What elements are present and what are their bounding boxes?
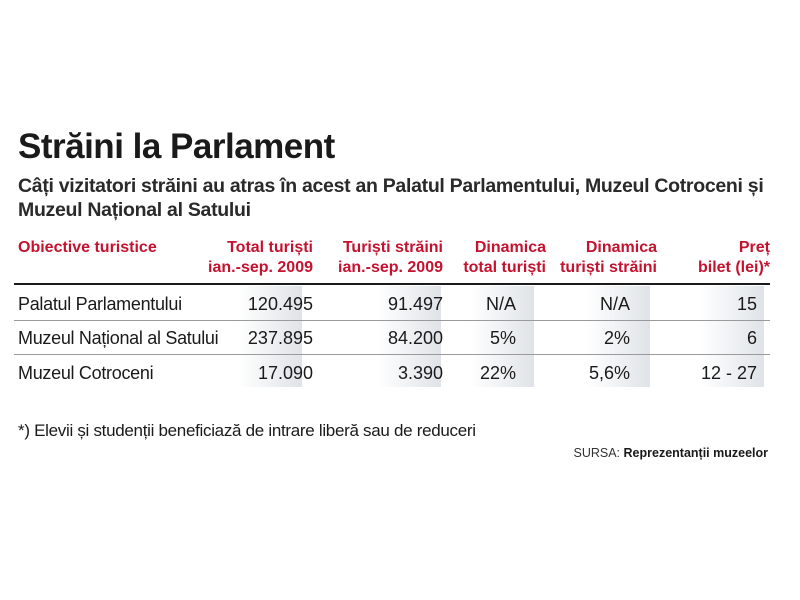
table-cell: 22%	[479, 363, 516, 383]
source-line: SURSA: Reprezentanții muzeelor	[573, 446, 768, 460]
table-cell: Muzeul Național al Satului	[18, 328, 219, 348]
column-shade	[470, 286, 534, 387]
table-cell: N/A	[599, 294, 630, 314]
source-label: SURSA:	[573, 446, 621, 460]
table-cell: 237.895	[247, 328, 313, 348]
page-title: Străini la Parlament	[18, 127, 335, 166]
column-header-dynamic-total: Dinamica total turiști	[463, 239, 546, 276]
page-subtitle: Câți vizitatori străini au atras în aces…	[18, 175, 764, 221]
table-cell: 17.090	[257, 363, 313, 383]
table-cell: Muzeul Cotroceni	[18, 363, 154, 383]
table-cell: N/A	[485, 294, 516, 314]
footnote: *) Elevii și studenții beneficiază de in…	[18, 421, 476, 440]
table-cell: 3.390	[397, 363, 443, 383]
column-header-price: Preț bilet (lei)*	[697, 239, 770, 276]
column-header-dynamic-foreign: Dinamica turiști străini	[560, 239, 657, 276]
table-cell: 2%	[603, 328, 630, 348]
column-header-total: Total turiști ian.-sep. 2009	[208, 239, 313, 276]
row-divider	[14, 320, 770, 321]
column-header-objective: Obiective turistice	[18, 239, 157, 256]
column-header-foreign: Turiști străini ian.-sep. 2009	[338, 239, 443, 276]
table-cell: 84.200	[387, 328, 443, 348]
column-shade	[586, 286, 650, 387]
row-divider	[14, 354, 770, 355]
table-cell: 91.497	[387, 294, 443, 314]
table-cell: 120.495	[247, 294, 313, 314]
table-cell: 6	[746, 328, 757, 348]
table-cell: 5,6%	[588, 363, 630, 383]
table-cell: 15	[736, 294, 757, 314]
header-rule	[14, 283, 770, 285]
table-cell: 5%	[489, 328, 516, 348]
column-shade	[377, 286, 441, 387]
column-shade	[700, 286, 764, 387]
table-cell: 12 - 27	[700, 363, 757, 383]
column-shade	[238, 286, 302, 387]
source-value: Reprezentanții muzeelor	[623, 446, 768, 460]
table-cell: Palatul Parlamentului	[18, 294, 182, 314]
